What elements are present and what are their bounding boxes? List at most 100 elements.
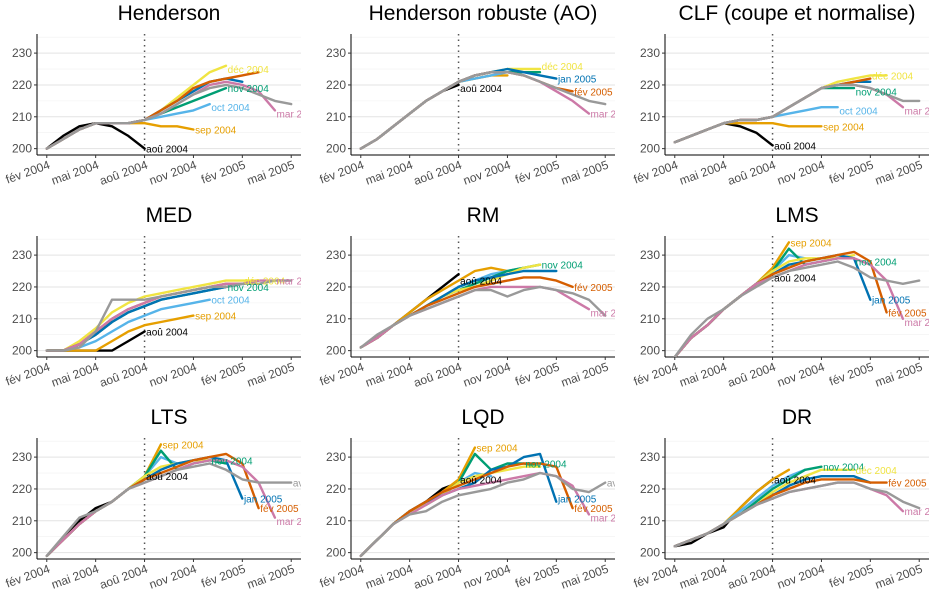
- panel-title: Henderson robuste (AO): [369, 2, 598, 25]
- y-tick-label: 210: [326, 110, 346, 124]
- series-label: aoû 2004: [460, 84, 502, 95]
- series-line-mar-2005: [359, 285, 591, 349]
- y-tick-label: 220: [640, 482, 660, 496]
- x-tick-label: fév 2004: [318, 360, 366, 389]
- series-label: aoû 2004: [146, 145, 188, 156]
- panel-title: RM: [467, 204, 500, 227]
- series-label: mar 2005: [905, 507, 942, 518]
- y-tick-label: 230: [326, 248, 346, 262]
- series-label: fév 2005: [260, 504, 299, 515]
- series-label: aoû 2004: [146, 472, 188, 483]
- series-line-avr-2005: [45, 83, 293, 150]
- x-tick-label: mai 2004: [50, 562, 101, 592]
- panel-dr: DR 200 210 220 230 fév 2004 mai 2004 aoû 2004 no…: [628, 404, 942, 606]
- series-label: sep 2004: [476, 444, 518, 455]
- y-tick-label: 200: [12, 142, 32, 156]
- series-label: oct 2004: [839, 106, 878, 117]
- x-tick-label: aoû 2004: [726, 360, 778, 390]
- x-tick-label: fév 2004: [4, 158, 52, 187]
- series-label: sep 2004: [195, 312, 237, 323]
- y-tick-label: 200: [640, 142, 660, 156]
- x-tick-label: aoû 2004: [412, 562, 464, 592]
- y-tick-label: 220: [12, 78, 32, 92]
- series-label: fév 2005: [574, 504, 613, 515]
- series-line-avr-2005: [45, 279, 293, 352]
- series-label: fév 2005: [888, 479, 927, 490]
- x-tick-label: fév 2005: [827, 360, 875, 389]
- series-line-déc-2004: [359, 465, 542, 558]
- series-label: nov 2004: [856, 87, 898, 98]
- y-tick-label: 220: [12, 280, 32, 294]
- series-label: oct 2004: [211, 103, 250, 114]
- panel-rm: RM 200 210 220 230 fév 2004 mai 2004 aoû 2004 no…: [314, 202, 628, 404]
- series-line-avr-2005: [45, 462, 293, 558]
- series-line-sep-2004: [673, 468, 791, 548]
- x-tick-label: mai 2005: [559, 360, 610, 390]
- y-tick-label: 200: [12, 546, 32, 560]
- series-line-déc-2004: [45, 459, 228, 558]
- x-tick-label: aoû 2004: [98, 562, 150, 592]
- x-tick-label: fév 2005: [513, 360, 561, 389]
- series-label: déc 2004: [872, 71, 914, 82]
- y-tick-label: 200: [640, 546, 660, 560]
- y-tick-label: 220: [12, 482, 32, 496]
- panel-henderson: Henderson 200 210 220 230 fév 2004 mai 2004 aoû…: [0, 0, 314, 202]
- series-label: déc 2004: [244, 277, 286, 288]
- panel-title: LQD: [461, 406, 504, 429]
- x-tick-label: mai 2005: [245, 562, 296, 592]
- series-label: nov 2004: [228, 283, 270, 294]
- x-tick-label: nov 2004: [461, 562, 512, 592]
- series-label: aoû 2004: [774, 141, 816, 152]
- series-label: déc 2004: [228, 65, 270, 76]
- x-tick-label: mai 2004: [678, 562, 729, 592]
- y-tick-label: 230: [12, 450, 32, 464]
- plot-area: aoû 2004 nov 2004 fév 2005 mar 2005: [359, 236, 628, 357]
- series-label: sep 2004: [790, 238, 832, 249]
- x-tick-label: nov 2004: [147, 562, 198, 592]
- series-label: déc 2004: [542, 62, 584, 73]
- x-tick-label: mai 2005: [873, 158, 924, 188]
- y-tick-label: 230: [12, 46, 32, 60]
- x-tick-label: nov 2004: [775, 158, 826, 188]
- x-tick-label: mai 2004: [50, 158, 101, 188]
- series-label: jan 2005: [871, 296, 911, 307]
- y-tick-label: 200: [12, 344, 32, 358]
- x-tick-label: nov 2004: [775, 562, 826, 592]
- panel-lqd: LQD 200 210 220 230 fév 2004 mai 2004 aoû 2004 n…: [314, 404, 628, 606]
- series-label: fév 2005: [888, 308, 927, 319]
- series-label: sep 2004: [162, 440, 204, 451]
- y-tick-label: 220: [640, 280, 660, 294]
- x-tick-label: aoû 2004: [726, 158, 778, 188]
- x-tick-label: fév 2004: [318, 158, 366, 187]
- panel-title: CLF (coupe et normalise): [679, 2, 916, 25]
- plot-area: sep 2004 aoû 2004 nov 2004 avr 2005 jan 2005…: [359, 438, 615, 559]
- panel-title: MED: [146, 204, 193, 227]
- y-tick-label: 220: [640, 78, 660, 92]
- x-tick-label: nov 2004: [147, 360, 198, 390]
- series-line-nov-2004: [673, 86, 856, 144]
- series-label: mar 2005: [591, 110, 628, 121]
- x-tick-label: mai 2004: [678, 158, 729, 188]
- series-label: aoû 2004: [774, 475, 816, 486]
- series-line-sep-2004: [673, 241, 791, 357]
- x-tick-label: aoû 2004: [98, 158, 150, 188]
- series-line-avr-2005: [673, 83, 921, 144]
- x-tick-label: aoû 2004: [412, 158, 464, 188]
- series-line-avr-2005: [359, 285, 607, 349]
- x-tick-label: fév 2004: [632, 360, 680, 389]
- y-tick-label: 230: [326, 450, 346, 464]
- series-label: aoû 2004: [146, 328, 188, 339]
- panel-med: MED 200 210 220 230 fév 2004 mai 2004 aoû 2004 n…: [0, 202, 314, 404]
- series-label: mar 2005: [591, 308, 628, 319]
- series-line-oct-2004: [45, 298, 211, 352]
- y-tick-label: 210: [12, 514, 32, 528]
- panel-chart-svg: Henderson robuste (AO) 200 210 220 230 fév 20…: [318, 2, 628, 188]
- panel-title: DR: [782, 406, 812, 429]
- x-tick-label: fév 2005: [827, 562, 875, 591]
